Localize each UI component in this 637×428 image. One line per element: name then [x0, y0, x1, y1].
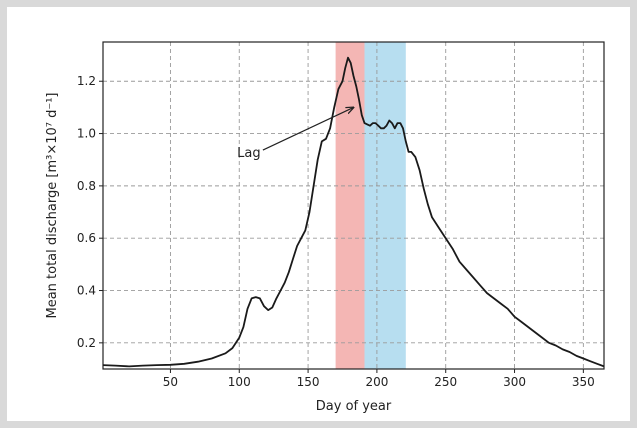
x-tick-label: 150	[297, 375, 320, 389]
x-tick-label: 300	[503, 375, 526, 389]
y-tick-label: 0.6	[77, 231, 96, 245]
x-tick-label: 350	[572, 375, 595, 389]
shaded-region-1	[335, 42, 365, 369]
x-tick-label: 50	[163, 375, 178, 389]
y-tick-label: 0.4	[77, 284, 96, 298]
y-tick-label: 0.8	[77, 179, 96, 193]
discharge-line	[102, 56, 605, 368]
y-tick-label: 0.2	[77, 336, 96, 350]
shaded-region-2	[364, 42, 406, 369]
y-tick-label: 1.0	[77, 127, 96, 141]
lag-annotation: Lag	[237, 146, 260, 161]
x-tick-label: 250	[434, 375, 457, 389]
x-axis-label: Day of year	[316, 399, 392, 414]
x-tick-label: 100	[228, 375, 251, 389]
plot-area-border	[102, 41, 605, 370]
lag-arrow	[262, 107, 354, 151]
y-tick-label: 1.2	[77, 74, 96, 88]
y-axis-label: Mean total discharge [m³×10⁷ d⁻¹]	[45, 92, 60, 318]
x-tick-label: 200	[365, 375, 388, 389]
